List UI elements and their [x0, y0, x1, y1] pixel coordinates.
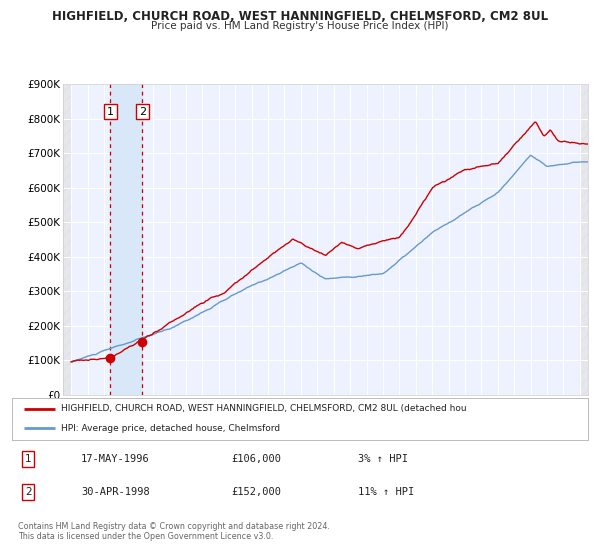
Text: 1: 1: [25, 454, 31, 464]
Text: 2: 2: [139, 106, 146, 116]
Text: 2: 2: [25, 487, 31, 497]
Text: Price paid vs. HM Land Registry's House Price Index (HPI): Price paid vs. HM Land Registry's House …: [151, 21, 449, 31]
Text: HIGHFIELD, CHURCH ROAD, WEST HANNINGFIELD, CHELMSFORD, CM2 8UL (detached hou: HIGHFIELD, CHURCH ROAD, WEST HANNINGFIEL…: [61, 404, 467, 413]
Bar: [63, 84, 71, 395]
Text: 1: 1: [107, 106, 114, 116]
Text: This data is licensed under the Open Government Licence v3.0.: This data is licensed under the Open Gov…: [18, 532, 274, 541]
Text: HIGHFIELD, CHURCH ROAD, WEST HANNINGFIELD, CHELMSFORD, CM2 8UL: HIGHFIELD, CHURCH ROAD, WEST HANNINGFIEL…: [52, 10, 548, 23]
Text: 30-APR-1998: 30-APR-1998: [81, 487, 150, 497]
Text: HPI: Average price, detached house, Chelmsford: HPI: Average price, detached house, Chel…: [61, 424, 280, 433]
Text: £152,000: £152,000: [231, 487, 281, 497]
Bar: [580, 84, 588, 395]
Text: £106,000: £106,000: [231, 454, 281, 464]
Bar: [110, 84, 142, 395]
Text: Contains HM Land Registry data © Crown copyright and database right 2024.: Contains HM Land Registry data © Crown c…: [18, 522, 330, 531]
Text: 3% ↑ HPI: 3% ↑ HPI: [358, 454, 407, 464]
Text: 11% ↑ HPI: 11% ↑ HPI: [358, 487, 414, 497]
Text: 17-MAY-1996: 17-MAY-1996: [81, 454, 150, 464]
